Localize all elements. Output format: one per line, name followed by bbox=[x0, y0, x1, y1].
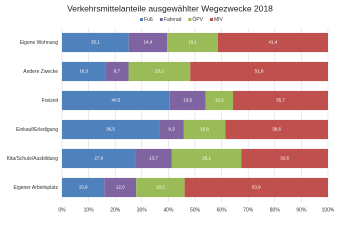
value-label: 32,6 bbox=[280, 156, 289, 161]
x-tick-label: 100% bbox=[322, 207, 335, 213]
y-tick-label: Kita/Schule/Ausbildung bbox=[7, 156, 59, 162]
x-tick-label: 10% bbox=[84, 207, 95, 213]
bar-segment bbox=[217, 32, 328, 53]
x-tick-label: 30% bbox=[137, 207, 148, 213]
legend-swatch bbox=[159, 18, 163, 21]
x-tick-label: 60% bbox=[217, 207, 228, 213]
legend-label: MIV bbox=[214, 17, 224, 23]
value-label: 19,1 bbox=[188, 40, 197, 45]
bar-segment bbox=[104, 177, 137, 198]
x-tick-label: 80% bbox=[270, 207, 281, 213]
value-label: 13,7 bbox=[149, 156, 158, 161]
value-label: 15,9 bbox=[79, 185, 88, 190]
value-label: 23,2 bbox=[155, 69, 164, 74]
value-label: 53,9 bbox=[252, 185, 261, 190]
y-tick-label: Andere Zwecke bbox=[23, 69, 58, 75]
value-label: 27,6 bbox=[94, 156, 103, 161]
legend-label: Fuß bbox=[144, 17, 153, 23]
bar-segment bbox=[184, 177, 328, 198]
bar-segment bbox=[159, 119, 184, 140]
value-label: 18,2 bbox=[156, 185, 165, 190]
legend-swatch bbox=[140, 18, 143, 21]
bar-segment bbox=[135, 148, 172, 169]
value-label: 15,6 bbox=[200, 127, 209, 132]
value-label: 12,0 bbox=[116, 185, 125, 190]
value-label: 10,3 bbox=[215, 98, 224, 103]
x-tick-label: 0% bbox=[58, 207, 66, 213]
bar-segment bbox=[62, 61, 106, 82]
bar-segment bbox=[183, 119, 226, 140]
legend-label: ÖPV bbox=[192, 16, 203, 23]
bar-segment bbox=[169, 90, 206, 111]
value-label: 41,4 bbox=[269, 40, 278, 45]
value-label: 40,5 bbox=[111, 98, 120, 103]
value-label: 16,3 bbox=[79, 69, 88, 74]
page: Verkehrsmittelanteile ausgewählter Wegez… bbox=[6, 3, 335, 214]
bar-segment bbox=[62, 177, 105, 198]
bar-segment bbox=[167, 32, 218, 53]
value-label: 38,6 bbox=[272, 127, 281, 132]
x-tick-label: 40% bbox=[163, 207, 174, 213]
chart: Verkehrsmittelanteile ausgewählter Wegez… bbox=[7, 3, 335, 213]
bar-segment bbox=[225, 119, 328, 140]
x-tick-label: 90% bbox=[296, 207, 307, 213]
value-label: 9,3 bbox=[168, 127, 175, 132]
legend-swatch bbox=[188, 18, 192, 21]
value-label: 8,7 bbox=[114, 69, 121, 74]
y-tick-label: Freizeit bbox=[42, 98, 59, 104]
value-label: 35,7 bbox=[276, 98, 285, 103]
legend-label: Fahrrad bbox=[164, 17, 182, 23]
bar-segment bbox=[62, 32, 129, 53]
y-tick-label: Eigener Arbeitsplatz bbox=[14, 185, 59, 191]
x-tick-label: 20% bbox=[110, 207, 121, 213]
bar-segment bbox=[62, 90, 170, 111]
value-label: 26,1 bbox=[202, 156, 211, 161]
value-label: 25,1 bbox=[91, 40, 100, 45]
bar-segment bbox=[136, 177, 185, 198]
chart-title: Verkehrsmittelanteile ausgewählter Wegez… bbox=[67, 3, 273, 13]
value-label: 14,4 bbox=[144, 40, 153, 45]
value-label: 36,5 bbox=[106, 127, 115, 132]
bar-segment bbox=[62, 148, 136, 169]
y-tick-label: Einkauf/Erledigung bbox=[16, 127, 58, 133]
bar-segment bbox=[233, 90, 328, 111]
legend-swatch bbox=[209, 18, 213, 21]
y-tick-label: Eigene Wohnung bbox=[20, 40, 58, 46]
bar-segment bbox=[105, 61, 129, 82]
value-label: 13,5 bbox=[183, 98, 192, 103]
bar-segment bbox=[171, 148, 242, 169]
bar-segment bbox=[128, 32, 168, 53]
bar-segment bbox=[62, 119, 160, 140]
bar-segment bbox=[205, 90, 234, 111]
bar-segment bbox=[128, 61, 191, 82]
bar-segment bbox=[241, 148, 328, 169]
value-label: 51,8 bbox=[255, 69, 264, 74]
bar-segment bbox=[190, 61, 328, 82]
x-tick-label: 70% bbox=[243, 207, 254, 213]
x-tick-label: 50% bbox=[190, 207, 201, 213]
